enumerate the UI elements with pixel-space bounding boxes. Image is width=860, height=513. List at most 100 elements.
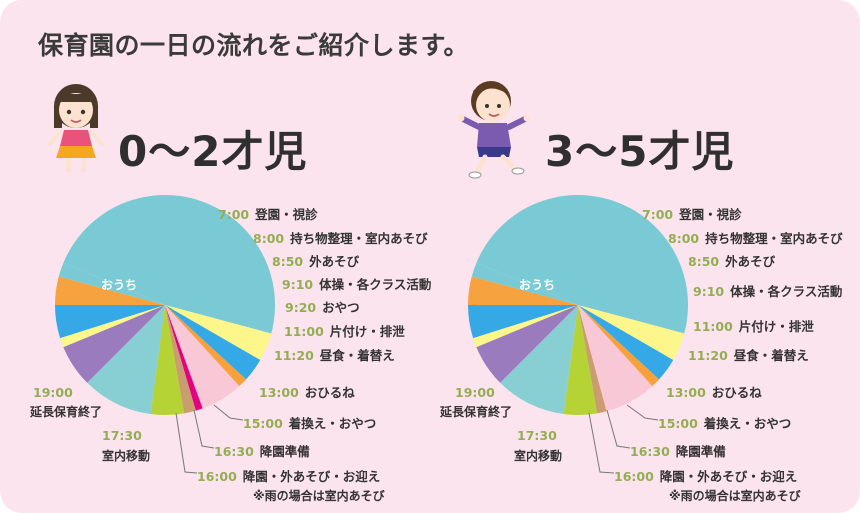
label-0-2-kouen-junbi: 16:30 降園準備 (214, 441, 310, 460)
pie-slice-7 (500, 305, 578, 415)
label-3-5-kouen: 16:00 降園・外あそび・お迎え (614, 466, 797, 485)
label-activity: 昼食・着替え (319, 348, 395, 363)
label-activity: 体操・各クラス活動 (730, 284, 843, 299)
pie-slice-8 (476, 305, 578, 383)
label-0-2-oyatsu: 9:20 おやつ (285, 297, 360, 316)
label-activity: 着換え・おやつ (288, 416, 377, 431)
pie-slice-5 (578, 305, 607, 414)
pie-slice-11 (55, 305, 165, 339)
label-0-2-toen: 7:00 登園・視診 (218, 204, 318, 223)
label-time: 7:00 (218, 207, 250, 222)
label-3-5-chushoku: 11:20 昼食・着替え (688, 345, 809, 364)
label-0-2-taisou: 9:10 体操・各クラス活動 (282, 274, 431, 293)
label-0-2-ohirune: 13:00 おひるね (259, 382, 355, 401)
label-activity: 持ち物整理・室内あそび (290, 231, 428, 246)
label-activity: 降園・外あそび・お迎え (659, 469, 798, 484)
label-activity: 降園準備 (259, 444, 310, 459)
label-3-5-ohirune: 13:00 おひるね (666, 382, 762, 401)
pie-slice-0 (63, 195, 275, 334)
ouchi-label: おうち (519, 278, 556, 292)
label-activity: 降園・外あそび・お迎え (242, 469, 381, 484)
leader-line-0 (213, 404, 244, 421)
label-0-2-chushoku: 11:20 昼食・着替え (274, 345, 395, 364)
pie-slice-3 (165, 305, 247, 387)
pie-slice-9 (63, 305, 165, 383)
label-activity: 持ち物整理・室内あそび (705, 231, 843, 246)
move-time-3-5: 17:30 (517, 428, 563, 443)
pie-slice-6 (165, 305, 196, 414)
label-3-5-sotoasobi: 8:50 外あそび (688, 251, 775, 270)
pie-slice-8 (87, 305, 165, 415)
label-activity: 登園・視診 (255, 207, 318, 222)
label-time: 16:00 (614, 469, 654, 484)
label-activity: おやつ (322, 300, 360, 315)
pie-slice-3 (578, 305, 660, 387)
label-3-5-katazuke: 11:00 片付け・排泄 (693, 316, 814, 335)
label-time: 9:20 (285, 300, 317, 315)
label-3-5-taisou: 9:10 体操・各クラス活動 (693, 281, 842, 300)
ouchi-label: おうち (101, 278, 138, 292)
age-title-3-5: 3〜5才児 (545, 127, 735, 176)
rain-note: ※雨の場合は室内あそび (669, 489, 801, 503)
pie-slice-11 (468, 276, 578, 305)
label-time: 8:50 (688, 254, 720, 269)
leader-line-1 (193, 409, 215, 449)
label-time: 11:20 (274, 348, 314, 363)
label-time: 13:00 (666, 385, 706, 400)
label-time: 16:00 (197, 469, 237, 484)
label-3-5-mochimono: 8:00 持ち物整理・室内あそび (668, 228, 843, 247)
label-time: 8:50 (272, 254, 304, 269)
move-time-0-2: 17:30 (102, 428, 148, 443)
label-activity: 体操・各クラス活動 (319, 277, 432, 292)
label-time: 13:00 (259, 385, 299, 400)
pie-slice-1 (578, 305, 685, 360)
ext-time-3-5: 19:00 (455, 385, 501, 400)
label-activity: 降園準備 (675, 444, 726, 459)
label-activity: 片付け・排泄 (738, 319, 814, 334)
label-time: 15:00 (243, 416, 283, 431)
pie-slice-10 (60, 305, 165, 348)
pie-slice-9 (473, 305, 578, 348)
label-activity: おひるね (304, 385, 355, 400)
label-0-2-mochimono: 8:00 持ち物整理・室内あそび (253, 228, 428, 247)
boy-icon (457, 81, 531, 179)
label-activity: 片付け・排泄 (329, 324, 405, 339)
label-time: 11:20 (688, 348, 728, 363)
label-time: 11:00 (284, 324, 324, 339)
label-time: 9:10 (693, 284, 725, 299)
label-activity: 着換え・おやつ (703, 416, 792, 431)
label-activity: 外あそび (725, 254, 776, 269)
pie-slice-7 (150, 305, 185, 415)
label-activity: 外あそび (309, 254, 360, 269)
pie-slice-5 (165, 305, 203, 411)
pie-slice-1 (165, 305, 272, 360)
label-activity: おひるね (711, 385, 762, 400)
pie-slice-10 (468, 305, 578, 339)
pie-slice-6 (563, 305, 598, 415)
label-time: 7:00 (642, 207, 674, 222)
pie-slice-2 (578, 305, 674, 380)
leader-line-0 (626, 404, 659, 421)
label-time: 16:30 (630, 444, 670, 459)
pie-slice-12 (55, 276, 165, 305)
label-time: 11:00 (693, 319, 733, 334)
pie-slice-2 (165, 305, 261, 380)
label-time: 17:30 (517, 428, 557, 443)
label-time: 17:30 (102, 428, 142, 443)
label-3-5-kigae: 15:00 着換え・おやつ (658, 413, 791, 432)
label-time: 16:30 (214, 444, 254, 459)
label-0-2-kouen: 16:00 降園・外あそび・お迎え (197, 466, 380, 485)
pie-slice-4 (165, 305, 240, 409)
age-title-0-2: 0〜2才児 (118, 127, 308, 176)
label-time: 19:00 (455, 385, 495, 400)
pie-slice-13 (58, 262, 166, 305)
pie-slice-12 (471, 262, 578, 305)
pie-slice-0 (476, 195, 688, 334)
label-0-2-kigae: 15:00 着換え・おやつ (243, 413, 376, 432)
label-time: 8:00 (253, 231, 285, 246)
ext-label-0-2: 延長保育終了 (30, 405, 103, 419)
ext-time-0-2: 19:00 (33, 385, 79, 400)
move-label-0-2: 室内移動 (102, 449, 151, 463)
